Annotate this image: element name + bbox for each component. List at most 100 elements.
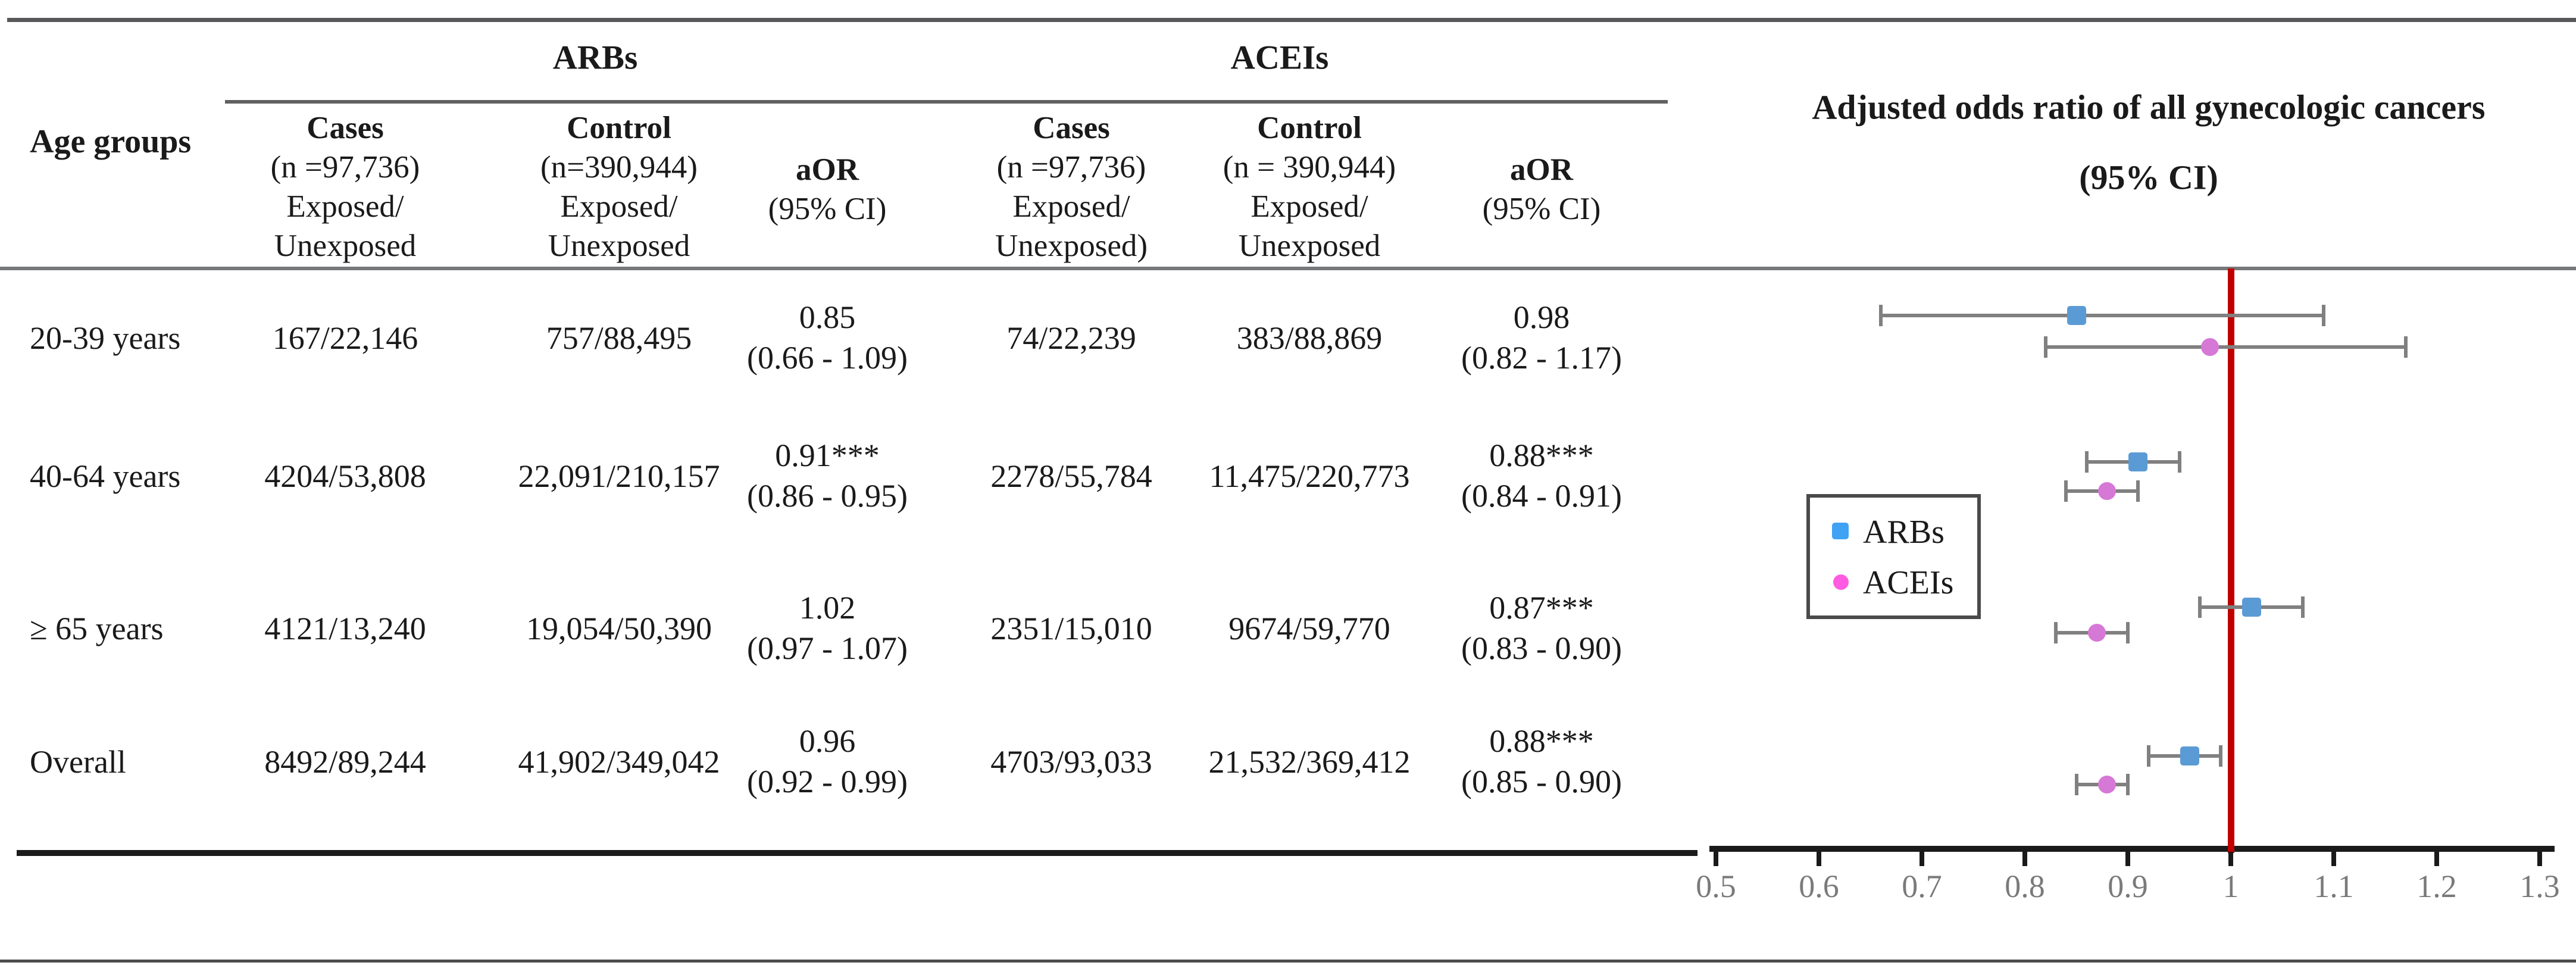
x-axis-tick xyxy=(1714,852,1718,866)
arb-aor-value: 0.91*** xyxy=(775,438,880,473)
ci-cap xyxy=(2126,774,2130,795)
x-axis-tick-label: 1 xyxy=(2222,868,2239,904)
column-header-line: Unexposed xyxy=(274,229,417,263)
row-label: ≥ 65 years xyxy=(30,611,164,646)
ci-cap xyxy=(2053,622,2058,643)
acei-control-column-header: Control (n = 390,944) Exposed/Unexposed xyxy=(1143,108,1476,265)
arb-cases-cell: 167/22,146 xyxy=(272,320,418,356)
ci-bar-aceis xyxy=(2045,345,2406,349)
x-axis-tick-label: 1.3 xyxy=(2519,868,2560,904)
acei-aor-column-header: aOR (95% CI) xyxy=(1375,150,1708,229)
x-axis-tick xyxy=(1817,852,1821,866)
column-header-line: (95% CI) xyxy=(768,192,887,226)
x-axis-tick-label: 0.9 xyxy=(2108,868,2148,904)
figure-bottom-line xyxy=(0,960,2576,963)
x-axis-tick xyxy=(1920,852,1924,866)
plot-title-line2: (95% CI) xyxy=(2079,158,2218,197)
ci-cap xyxy=(2218,745,2222,767)
top-border-line xyxy=(7,18,2576,22)
column-header-line: (n =97,736) xyxy=(270,150,420,185)
column-header-line: (n = 390,944) xyxy=(1223,150,1396,185)
arb-control-column-header: Control (n=390,944) Exposed/Unexposed xyxy=(452,108,786,265)
x-axis-line xyxy=(1709,846,2555,852)
x-axis-tick-label: 0.5 xyxy=(1696,868,1736,904)
column-header-line: Control xyxy=(567,111,671,145)
arb-cases-cell: 8492/89,244 xyxy=(264,744,426,780)
aceis-marker-icon xyxy=(2201,338,2219,356)
acei-control-cell: 11,475/220,773 xyxy=(1209,458,1410,494)
arbs-marker-icon xyxy=(2067,306,2086,325)
x-axis-tick-label: 0.7 xyxy=(1902,868,1942,904)
acei-aor-value: 0.88*** xyxy=(1489,723,1594,759)
arb-cases-cell: 4121/13,240 xyxy=(264,611,426,646)
arb-cases-cell: 4204/53,808 xyxy=(264,458,426,494)
arbs-marker-icon xyxy=(2128,452,2148,471)
column-header-line: (n=390,944) xyxy=(540,150,698,185)
row-label: 40-64 years xyxy=(30,458,181,494)
row-label: Overall xyxy=(30,744,126,780)
x-axis-tick xyxy=(2434,852,2439,866)
acei-cases-cell: 4703/93,033 xyxy=(990,744,1152,780)
reference-line xyxy=(2228,268,2234,853)
x-axis-tick xyxy=(2537,852,2542,866)
ci-cap xyxy=(2198,596,2202,618)
legend-arbs-label: ARBs xyxy=(1863,514,1944,551)
column-header-line: (95% CI) xyxy=(1482,192,1601,226)
x-axis-tick-label: 1.1 xyxy=(2314,868,2354,904)
arb-control-cell: 22,091/210,157 xyxy=(518,458,720,494)
column-header-line: Control xyxy=(1257,111,1362,145)
acei-aor-ci: (0.83 - 0.90) xyxy=(1461,630,1622,666)
ci-cap xyxy=(1878,305,1883,326)
x-axis-tick xyxy=(2022,852,2027,866)
header-bottom-line xyxy=(0,267,2576,270)
x-axis-tick-label: 1.2 xyxy=(2416,868,2457,904)
table-bottom-line xyxy=(17,850,1697,856)
plot-legend xyxy=(1806,494,1981,619)
acei-aor-ci: (0.82 - 1.17) xyxy=(1461,340,1622,376)
column-header-line: Exposed/ xyxy=(1012,189,1130,224)
acei-control-cell: 383/88,869 xyxy=(1236,320,1383,356)
x-axis-tick xyxy=(2331,852,2336,866)
arb-aor-ci: (0.66 - 1.09) xyxy=(747,340,908,376)
column-header-line: Cases xyxy=(1033,111,1110,145)
ci-cap xyxy=(2321,305,2325,326)
ci-cap xyxy=(2084,451,2089,473)
ci-cap xyxy=(2404,336,2408,358)
arb-aor-ci: (0.92 - 0.99) xyxy=(747,764,908,799)
ci-cap xyxy=(2064,480,2068,502)
column-header-line: Unexposed xyxy=(548,229,690,263)
arbs-marker-icon xyxy=(2242,598,2261,617)
arb-control-cell: 41,902/349,042 xyxy=(518,744,720,780)
arbs-marker-icon xyxy=(2180,746,2199,765)
x-axis-tick xyxy=(2125,852,2130,866)
acei-cases-cell: 74/22,239 xyxy=(1006,320,1136,356)
column-header-line: aOR xyxy=(796,152,859,187)
acei-cases-cell: 2351/15,010 xyxy=(990,611,1152,646)
arb-aor-value: 0.85 xyxy=(799,299,856,335)
subheader-line xyxy=(225,100,1668,104)
x-axis-tick-label: 0.6 xyxy=(1799,868,1839,904)
aceis-marker-icon xyxy=(2098,482,2117,500)
aceis-group-header: ACEIs xyxy=(1230,39,1329,77)
ci-cap xyxy=(2136,480,2140,502)
column-header-line: Cases xyxy=(307,111,384,145)
acei-aor-value: 0.87*** xyxy=(1489,590,1594,626)
column-header-line: Unexposed) xyxy=(995,229,1148,263)
arbs-group-header: ARBs xyxy=(552,39,638,77)
aceis-marker-icon xyxy=(2088,624,2106,642)
column-header-line: Unexposed xyxy=(1238,229,1381,263)
arb-aor-ci: (0.86 - 0.95) xyxy=(747,478,908,514)
ci-cap xyxy=(2177,451,2181,473)
x-axis-tick-label: 0.8 xyxy=(2005,868,2045,904)
x-axis-tick xyxy=(2228,852,2233,866)
column-header-line: Exposed/ xyxy=(560,189,678,224)
column-header-line: Exposed/ xyxy=(286,189,404,224)
arb-cases-column-header: Cases (n =97,736) Exposed/Unexposed xyxy=(179,108,512,265)
legend-aceis-label: ACEIs xyxy=(1863,564,1954,601)
arb-control-cell: 19,054/50,390 xyxy=(526,611,712,646)
arb-aor-value: 1.02 xyxy=(799,590,856,626)
column-header-line: Exposed/ xyxy=(1251,189,1368,224)
arb-aor-ci: (0.97 - 1.07) xyxy=(747,630,908,666)
ci-cap xyxy=(2074,774,2078,795)
